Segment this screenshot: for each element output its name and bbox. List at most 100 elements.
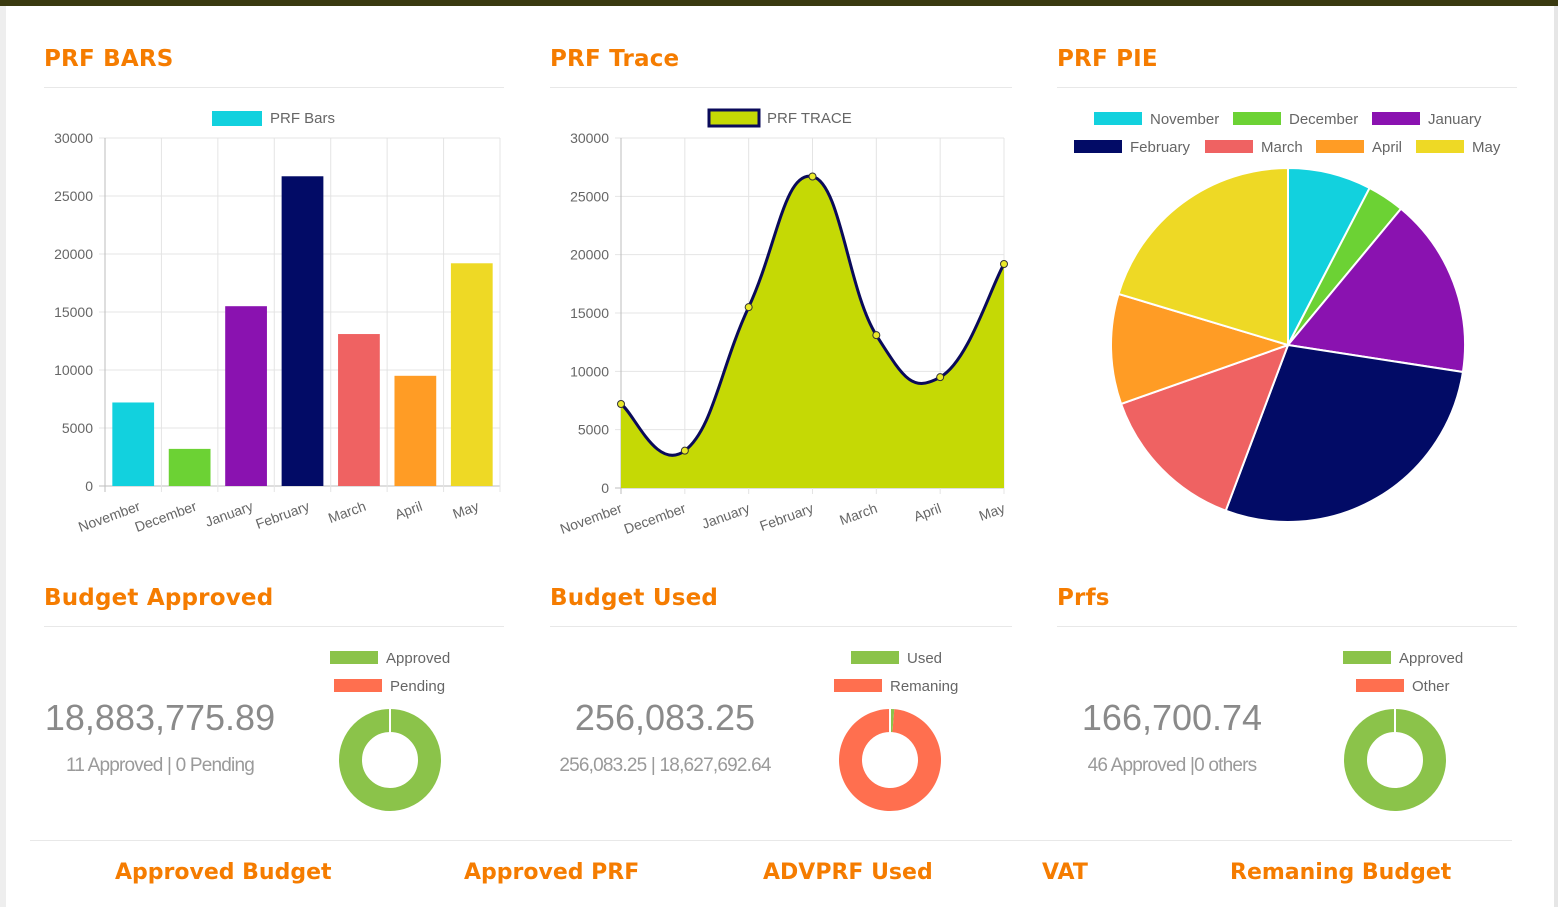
- legend-swatch-april: [1316, 140, 1364, 153]
- budget-approved-amount: 18,883,775.89: [44, 697, 276, 738]
- bar-march: [338, 334, 380, 486]
- prfs-divider: [1057, 626, 1517, 627]
- y-tick-label: 30000: [570, 130, 609, 146]
- legend-swatch-remaning: [834, 679, 882, 692]
- legend-swatch-may: [1416, 140, 1464, 153]
- trace-point-march: [872, 331, 881, 340]
- right-scroll-edge: [1554, 6, 1558, 907]
- budget-used-divider: [550, 626, 1012, 627]
- donut-segment-remaning: [839, 709, 942, 811]
- x-tick-label: March: [837, 500, 879, 528]
- legend-swatch-january: [1372, 112, 1420, 125]
- prf-bars-chart: 0 5000 10000 15000 20000 25000 30000 NovemberDe…: [54, 110, 501, 535]
- legend-label-april: April: [1372, 139, 1402, 156]
- legend-label-december: December: [1289, 111, 1358, 128]
- legend-swatch-approved: [330, 651, 378, 664]
- legend-swatch-pending: [334, 679, 382, 692]
- bar-january: [225, 306, 267, 486]
- x-tick-label: May: [977, 500, 1007, 524]
- budget-approved-counts: 11 Approved | 0 Pending: [66, 755, 255, 776]
- budget-approved-title: Budget Approved: [44, 585, 274, 611]
- footer-advprf-used[interactable]: ADVPRF Used: [763, 860, 933, 885]
- legend-label-january: January: [1428, 111, 1482, 128]
- prf-pie-chart: November December January February March Apri…: [1074, 111, 1501, 523]
- legend-swatch-used: [851, 651, 899, 664]
- y-tick-label: 15000: [54, 304, 93, 320]
- pie-slice-may: [1117, 166, 1289, 347]
- x-tick-label: January: [203, 498, 255, 530]
- pie-slice-february: [1224, 343, 1465, 523]
- x-tick-label: February: [253, 498, 311, 532]
- legend-swatch-prf-bars: [212, 111, 262, 126]
- legend-swatch-approved: [1343, 651, 1391, 664]
- y-tick-label: 25000: [570, 188, 609, 204]
- trace-point-february: [808, 172, 817, 181]
- legend-swatch-february: [1074, 140, 1122, 153]
- budget-used-title: Budget Used: [550, 585, 719, 611]
- y-tick-label: 5000: [578, 422, 609, 438]
- prf-trace-chart: 0 5000 10000 15000 20000 25000 30000 NovemberDe…: [558, 108, 1008, 537]
- y-tick-label: 20000: [54, 246, 93, 262]
- legend-swatch-november: [1094, 112, 1142, 125]
- x-tick-label: April: [911, 500, 943, 525]
- trace-point-november: [617, 400, 625, 408]
- bar-february: [281, 176, 324, 486]
- y-tick-label: 0: [85, 478, 93, 494]
- legend-label-other: Other: [1412, 678, 1450, 695]
- left-scroll-edge: [0, 6, 6, 907]
- legend-label-used: Used: [907, 650, 942, 667]
- legend-swatch-march: [1205, 140, 1253, 153]
- x-tick-label: January: [699, 500, 751, 532]
- legend-label-february: February: [1130, 139, 1191, 156]
- donut-segment-used: [890, 709, 895, 733]
- bar-april: [394, 375, 437, 486]
- budget-approved-divider: [44, 626, 504, 627]
- prfs-donut: Approved Other: [1343, 650, 1463, 811]
- x-tick-label: April: [393, 498, 425, 523]
- budget-approved-donut: Approved Pending: [330, 650, 450, 811]
- y-tick-label: 0: [601, 480, 609, 496]
- bar-november: [112, 402, 155, 486]
- legend-label-november: November: [1150, 111, 1219, 128]
- x-tick-label: February: [757, 500, 815, 534]
- x-tick-label: December: [622, 500, 688, 537]
- prfs-amount: 166,700.74: [1081, 697, 1263, 738]
- prfs-counts: 46 Approved |0 others: [1087, 755, 1258, 776]
- trace-panel-title: PRF Trace: [550, 46, 680, 72]
- budget-used-amount: 256,083.25: [574, 697, 756, 738]
- x-tick-label: March: [326, 498, 368, 526]
- x-tick-label: May: [450, 498, 480, 522]
- footer-vat[interactable]: VAT: [1042, 860, 1088, 885]
- pie-slice-january: [1286, 207, 1466, 374]
- legend-label-pending: Pending: [390, 678, 445, 695]
- footer-remaning-budget[interactable]: Remaning Budget: [1230, 860, 1452, 885]
- prfs-title: Prfs: [1057, 585, 1110, 611]
- footer-approved-budget[interactable]: Approved Budget: [115, 860, 332, 885]
- footer-approved-prf[interactable]: Approved PRF: [464, 860, 640, 885]
- trace-point-december: [680, 446, 689, 455]
- trace-panel-divider: [550, 87, 1012, 88]
- bar-december: [168, 448, 211, 486]
- y-tick-label: 5000: [62, 420, 93, 436]
- bars-panel-divider: [44, 87, 504, 88]
- legend-label-march: March: [1261, 139, 1303, 156]
- budget-used-donut: Used Remaning: [834, 650, 958, 811]
- legend-label-remaning: Remaning: [890, 678, 958, 695]
- pie-panel-title: PRF PIE: [1057, 46, 1158, 72]
- y-tick-label: 10000: [570, 363, 609, 379]
- bar-may: [450, 263, 493, 486]
- top-bar: [0, 0, 1558, 6]
- legend-label-may: May: [1472, 139, 1501, 156]
- x-tick-label: November: [76, 498, 142, 535]
- budget-used-counts: 256,083.25 | 18,627,692.64: [559, 755, 771, 776]
- y-tick-label: 25000: [54, 188, 93, 204]
- x-tick-label: November: [558, 500, 624, 537]
- legend-label-approved: Approved: [386, 650, 450, 667]
- legend-swatch-prf-trace: [707, 108, 761, 128]
- legend-label-prf-bars: PRF Bars: [270, 110, 335, 127]
- pie-slice-march: [1119, 343, 1290, 512]
- trace-point-january: [744, 303, 753, 312]
- legend-label-prf-trace: PRF TRACE: [767, 110, 852, 127]
- legend-swatch-other: [1356, 679, 1404, 692]
- y-tick-label: 10000: [54, 362, 93, 378]
